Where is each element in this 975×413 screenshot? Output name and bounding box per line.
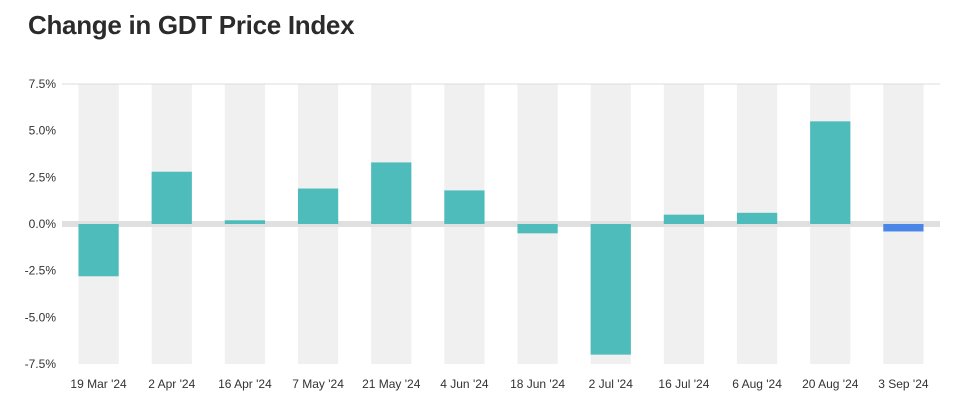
bar xyxy=(297,188,339,224)
bar xyxy=(736,212,778,224)
bar xyxy=(78,224,119,277)
y-tick-label: 2.5% xyxy=(29,170,57,184)
x-tick-label: 2 Apr '24 xyxy=(148,377,195,391)
bar xyxy=(810,121,851,224)
bar xyxy=(883,224,924,232)
x-tick-label: 4 Jun '24 xyxy=(440,377,489,391)
x-tick-label: 6 Aug '24 xyxy=(732,377,782,391)
bars-group xyxy=(78,121,924,355)
y-tick-label: 0.0% xyxy=(29,217,57,231)
x-tick-label: 16 Jul '24 xyxy=(658,377,709,391)
bar xyxy=(444,190,485,224)
x-tick-label: 21 May '24 xyxy=(362,377,421,391)
bar xyxy=(224,220,266,224)
x-tick-label: 3 Sep '24 xyxy=(878,377,929,391)
bar xyxy=(590,224,631,355)
x-axis-ticks: 19 Mar '24 2 Apr '24 16 Apr '24 7 May '24 21… xyxy=(70,377,928,391)
x-tick-label: 2 Jul '24 xyxy=(589,377,634,391)
zero-baseline-group xyxy=(62,221,940,227)
y-axis-ticks: 7.5% 5.0% 2.5% 0.0% -2.5% -5.0% -7.5% xyxy=(25,77,57,371)
bar xyxy=(663,214,705,224)
y-tick-label: -5.0% xyxy=(25,310,57,324)
bar xyxy=(151,171,192,224)
y-tick-label: -2.5% xyxy=(25,264,57,278)
bar xyxy=(517,224,558,234)
x-tick-label: 16 Apr '24 xyxy=(218,377,272,391)
bar xyxy=(371,162,412,224)
x-tick-label: 19 Mar '24 xyxy=(70,377,127,391)
chart-title: Change in GDT Price Index xyxy=(28,10,355,40)
x-tick-label: 7 May '24 xyxy=(292,377,344,391)
zero-line xyxy=(62,221,940,227)
y-tick-label: 7.5% xyxy=(29,77,57,91)
x-tick-label: 18 Jun '24 xyxy=(510,377,565,391)
y-tick-label: 5.0% xyxy=(29,124,57,138)
y-tick-label: -7.5% xyxy=(25,357,57,371)
x-tick-label: 20 Aug '24 xyxy=(802,377,859,391)
